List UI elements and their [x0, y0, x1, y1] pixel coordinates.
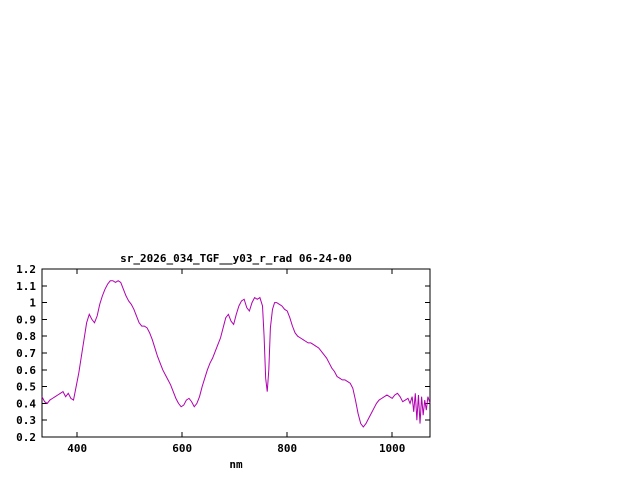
y-tick-label: 1: [29, 297, 36, 310]
y-tick-label: 1.1: [16, 280, 36, 293]
chart-title: sr_2026_034_TGF__y03_r_rad 06-24-00: [120, 252, 352, 265]
x-tick-label: 400: [67, 442, 87, 455]
y-tick-label: 0.5: [16, 381, 36, 394]
tick-marks: [42, 268, 430, 438]
y-tick-label: 0.9: [16, 313, 36, 326]
y-tick-label: 0.6: [16, 364, 36, 377]
data-series: [41, 280, 431, 428]
spectrum-line: [41, 280, 431, 428]
x-tick-label: 600: [172, 442, 192, 455]
tick-labels: 400 600 800 1000 0.2 0.3 0.4 0.5 0.6 0.7 0.8 0.9 1 1.…: [16, 263, 405, 455]
y-tick-label: 1.2: [16, 263, 36, 276]
x-tick-label: 1000: [379, 442, 406, 455]
x-tick-label: 800: [277, 442, 297, 455]
y-tick-label: 0.8: [16, 330, 36, 343]
y-tick-label: 0.3: [16, 414, 36, 427]
y-tick-label: 0.4: [16, 397, 36, 410]
y-tick-label: 0.2: [16, 431, 36, 444]
y-tick-label: 0.7: [16, 347, 36, 360]
x-axis-label: nm: [229, 458, 243, 471]
